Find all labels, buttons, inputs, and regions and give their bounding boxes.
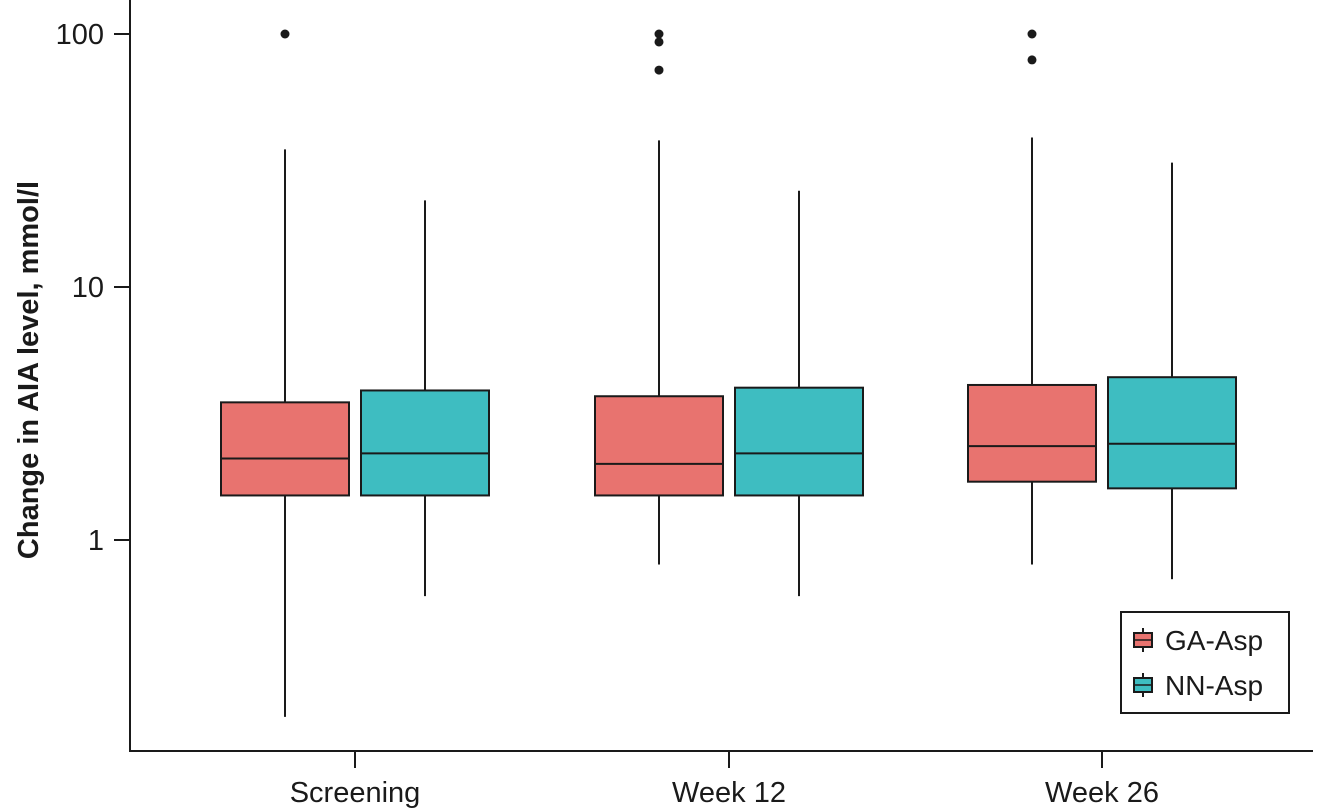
x-tick-label: Screening [290,777,421,808]
iqr-box [1107,376,1237,490]
box-ga-asp-week-12 [594,29,724,565]
box-nn-asp-week-12 [734,190,864,597]
box-ga-asp-screening [220,29,350,717]
axes [129,0,1313,752]
iqr-box [967,383,1097,483]
y-tick-label: 10 [72,272,104,304]
iqr-box [220,401,350,497]
box-ga-asp-week-26 [967,29,1097,565]
iqr-box [594,395,724,497]
y-tick-label: 100 [56,19,104,51]
box-nn-asp-week-26 [1107,162,1237,580]
outlier-point [1027,55,1037,65]
iqr-box [360,389,490,497]
legend-label: NN-Asp [1165,670,1263,701]
legend-label: GA-Asp [1165,625,1263,656]
legend-frame [1120,611,1290,714]
iqr-box [734,386,864,497]
plot-area [220,29,1237,717]
outlier-point [654,29,664,39]
legend: GA-Asp NN-Asp [1120,611,1290,714]
y-tick-label: 1 [88,525,104,557]
x-axis-ticks: Screening Week 12 Week 26 [290,751,1159,808]
outlier-point [654,37,664,47]
outlier-point [280,29,290,39]
x-tick-label: Week 26 [1045,777,1159,808]
outlier-point [654,65,664,75]
y-axis-ticks: 1 10 100 [56,19,130,557]
outlier-point [1027,29,1037,39]
x-tick-label: Week 12 [672,777,786,808]
y-axis-label: Change in AIA level, mmol/l [13,181,45,559]
box-nn-asp-screening [360,200,490,597]
